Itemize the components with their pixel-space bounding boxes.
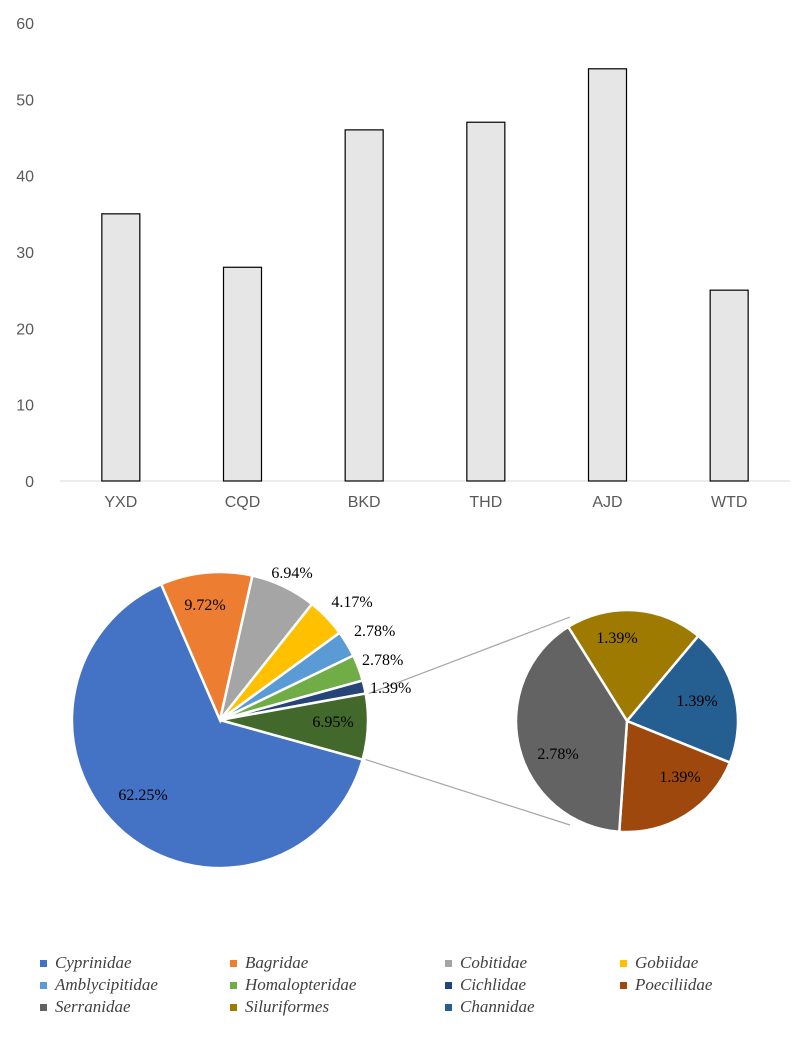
slice-label-cichlidae: 1.39% — [370, 680, 411, 697]
slice-label-serranidae: 2.78% — [537, 746, 578, 763]
legend-swatch — [620, 959, 627, 967]
secondary-pie-chart: 1.39% 1.39% 1.39% 2.78% — [514, 608, 740, 834]
legend-item-bagridae: Bagridae — [230, 953, 445, 973]
legend-swatch — [40, 1003, 47, 1011]
legend-item-cichlidae: Cichlidae — [445, 975, 620, 995]
legend-swatch — [445, 1003, 452, 1011]
connector-line-bottom — [365, 758, 571, 826]
slice-label-cyprinidae: 62.25% — [118, 787, 167, 804]
legend-item-serranidae: Serranidae — [40, 997, 230, 1017]
bar-chart: 0 10 20 30 40 50 60 YXD CQD BKD THD AJD WTD — [16, 16, 790, 511]
legend-item-siluriformes: Siluriformes — [230, 997, 445, 1017]
x-tick-label: WTD — [711, 494, 747, 511]
legend-swatch — [40, 959, 47, 967]
pie-of-pie-connectors — [365, 616, 571, 826]
legend-label: Homalopteridae — [245, 975, 357, 994]
slice-label-homalopteridae: 2.78% — [362, 652, 403, 669]
legend-label: Channidae — [460, 997, 535, 1016]
y-tick-label: 10 — [16, 398, 34, 415]
legend-label: Serranidae — [55, 997, 131, 1016]
y-tick-label: 50 — [16, 92, 34, 109]
connector-line-top — [368, 616, 571, 695]
bar-ajd — [587, 68, 628, 482]
slice-label-siluriformes: 1.39% — [596, 630, 637, 647]
legend-swatch — [445, 981, 452, 989]
legend-swatch — [230, 1003, 237, 1011]
legend-label: Cobitidae — [460, 953, 528, 972]
y-tick-label: 20 — [16, 321, 34, 338]
bar-thd — [466, 121, 506, 482]
slice-label-poeciliidae: 1.39% — [659, 769, 700, 786]
bar-wtd — [709, 289, 749, 482]
x-tick-label: BKD — [348, 494, 381, 511]
slice-bagridae — [159, 570, 254, 725]
legend-row: Serranidae Siluriformes Channidae — [40, 996, 800, 1018]
y-tick-label: 60 — [16, 16, 34, 33]
y-tick-label: 0 — [25, 474, 34, 491]
legend-row: Amblycipitidae Homalopteridae Cichlidae Poe… — [40, 974, 800, 996]
slice-label-cobitidae: 6.94% — [271, 565, 312, 582]
legend-item-poeciliidae: Poeciliidae — [620, 975, 800, 995]
slice-cyprinidae — [70, 582, 365, 870]
legend-item-gobiidae: Gobiidae — [620, 953, 800, 973]
legend-item-cyprinidae: Cyprinidae — [40, 953, 230, 973]
x-tick-label: AJD — [592, 494, 622, 511]
x-tick-label: YXD — [104, 494, 137, 511]
legend-label: Cichlidae — [460, 975, 527, 994]
x-tick-label: CQD — [225, 494, 261, 511]
legend-item-homalopteridae: Homalopteridae — [230, 975, 445, 995]
legend-item-channidae: Channidae — [445, 997, 620, 1017]
slice-label-other: 6.95% — [312, 714, 353, 731]
slice-label-bagridae: 9.72% — [184, 597, 225, 614]
legend-label: Poeciliidae — [635, 975, 713, 994]
bar-cqd — [222, 266, 263, 482]
legend-swatch — [40, 981, 47, 989]
legend-label: Cyprinidae — [55, 953, 132, 972]
legend-label: Amblycipitidae — [55, 975, 158, 994]
legend-label: Gobiidae — [635, 953, 699, 972]
legend-swatch — [620, 981, 627, 989]
slice-label-amblycipitidae: 2.78% — [354, 623, 395, 640]
slice-poeciliidae — [617, 719, 732, 834]
legend-swatch — [230, 959, 237, 967]
slice-other — [219, 692, 370, 762]
legend-item-amblycipitidae: Amblycipitidae — [40, 975, 230, 995]
y-tick-label: 40 — [16, 169, 34, 186]
x-tick-label: THD — [469, 494, 502, 511]
slice-serranidae — [514, 625, 629, 834]
bar-yxd — [101, 213, 141, 482]
legend-row: Cyprinidae Bagridae Cobitidae Gobiidae — [40, 952, 800, 974]
slice-label-channidae: 1.39% — [676, 693, 717, 710]
slice-siluriformes — [566, 608, 701, 724]
bar-bkd — [344, 129, 384, 482]
legend-label: Bagridae — [245, 953, 309, 972]
legend-item-cobitidae: Cobitidae — [445, 953, 620, 973]
main-pie-chart: 62.25% 9.72% 6.94% 4.17% 2.78% 2.78% 1.39% 6.95… — [70, 565, 411, 870]
legend-swatch — [445, 959, 452, 967]
legend-label: Siluriformes — [245, 997, 330, 1016]
y-tick-label: 30 — [16, 245, 34, 262]
pie-legend: Cyprinidae Bagridae Cobitidae Gobiidae Ambly… — [40, 952, 800, 1018]
legend-swatch — [230, 981, 237, 989]
slice-label-gobiidae: 4.17% — [331, 594, 372, 611]
